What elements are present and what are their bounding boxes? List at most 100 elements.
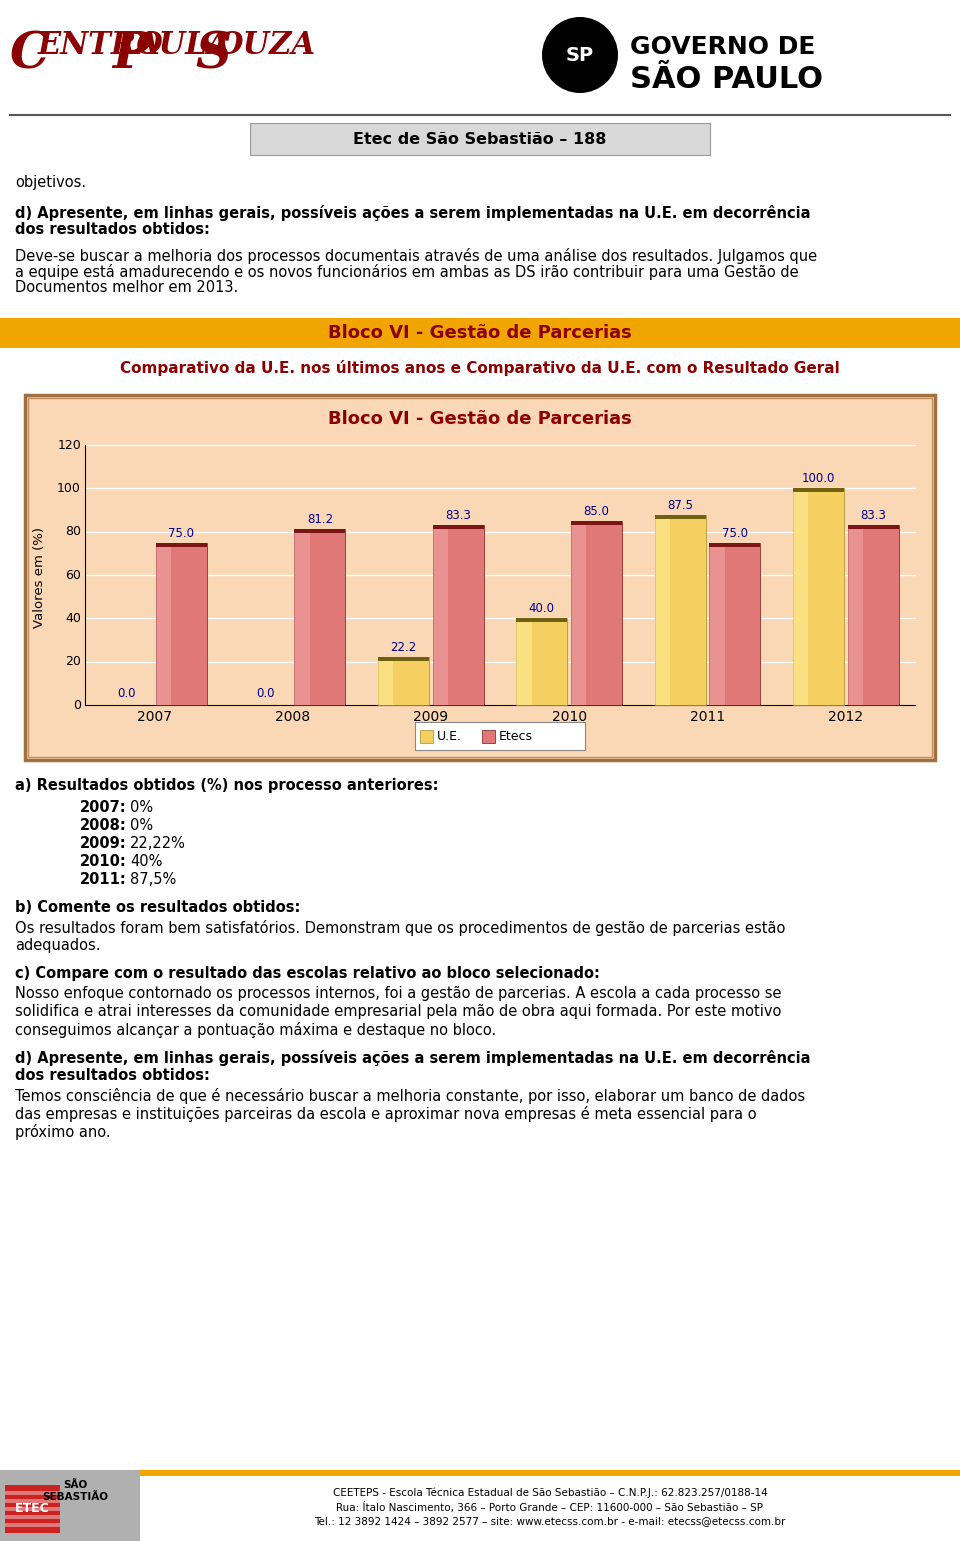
Text: OUZA: OUZA [217, 29, 316, 62]
Text: Etec de São Sebastião – 188: Etec de São Sebastião – 188 [353, 131, 607, 146]
Bar [0, 1476, 960, 1541]
Text: 2012: 2012 [828, 710, 863, 724]
Text: Comparativo da U.E. nos últimos anos e Comparativo da U.E. com o Resultado Geral: Comparativo da U.E. nos últimos anos e C… [120, 361, 840, 376]
Bar [433, 524, 484, 704]
Bar [433, 524, 484, 529]
Bar [250, 123, 710, 156]
Bar [709, 542, 725, 704]
Text: 2011: 2011 [690, 710, 725, 724]
Text: 2010:: 2010: [80, 854, 127, 869]
Text: 60: 60 [65, 569, 81, 581]
Circle shape [542, 17, 618, 92]
Text: das empresas e instituições parceiras da escola e aproximar nova empresas é meta: das empresas e instituições parceiras da… [15, 1106, 756, 1122]
Text: 20: 20 [65, 655, 81, 669]
Text: 2009: 2009 [413, 710, 448, 724]
Bar [156, 542, 207, 547]
Text: 81.2: 81.2 [307, 513, 333, 525]
Text: Temos consciência de que é necessário buscar a melhoria constante, por isso, ela: Temos consciência de que é necessário bu… [15, 1088, 805, 1103]
Text: 2009:: 2009: [80, 837, 127, 851]
Text: S: S [195, 29, 231, 79]
Text: 0.0: 0.0 [256, 687, 275, 700]
Text: CEETEPS - Escola Técnica Estadual de São Sebastião – C.N.P.J.: 62.823.257/0188-1: CEETEPS - Escola Técnica Estadual de São… [332, 1489, 767, 1498]
Text: 87.5: 87.5 [667, 499, 693, 513]
Text: Etecs: Etecs [499, 729, 533, 743]
Bar [848, 524, 899, 704]
Bar [655, 515, 670, 704]
Bar [5, 1486, 60, 1533]
Text: dos resultados obtidos:: dos resultados obtidos: [15, 222, 210, 237]
Text: SP: SP [566, 46, 594, 65]
Bar [516, 618, 567, 623]
Text: a) Resultados obtidos (%) nos processo anteriores:: a) Resultados obtidos (%) nos processo a… [15, 778, 439, 794]
Bar [378, 656, 429, 704]
Bar [420, 730, 433, 743]
Text: 40%: 40% [130, 854, 162, 869]
Bar [5, 1507, 60, 1512]
Bar [5, 1515, 60, 1519]
Bar [516, 618, 567, 704]
Bar [294, 529, 346, 704]
Text: 2007: 2007 [136, 710, 172, 724]
Text: 2010: 2010 [552, 710, 587, 724]
Text: U.E.: U.E. [437, 729, 462, 743]
Text: solidifica e atrai interesses da comunidade empresarial pela mão de obra aqui fo: solidifica e atrai interesses da comunid… [15, 1005, 781, 1019]
Text: P: P [112, 29, 150, 79]
Bar [848, 524, 899, 529]
Text: Bloco VI - Gestão de Parcerias: Bloco VI - Gestão de Parcerias [328, 324, 632, 342]
Text: Documentos melhor em 2013.: Documentos melhor em 2013. [15, 280, 238, 294]
Text: 100.0: 100.0 [802, 473, 835, 485]
Bar [294, 529, 346, 533]
Text: GOVERNO DE: GOVERNO DE [630, 35, 815, 59]
Text: 100: 100 [58, 482, 81, 495]
Text: conseguimos alcançar a pontuação máxima e destaque no bloco.: conseguimos alcançar a pontuação máxima … [15, 1022, 496, 1039]
Text: 40.0: 40.0 [529, 603, 555, 615]
Text: 85.0: 85.0 [584, 505, 610, 518]
Text: 75.0: 75.0 [169, 527, 195, 539]
Text: 40: 40 [65, 612, 81, 624]
Text: AULA: AULA [135, 29, 230, 62]
Text: 87,5%: 87,5% [130, 872, 177, 888]
Text: 120: 120 [58, 439, 81, 452]
Text: d) Apresente, em linhas gerais, possíveis ações a serem implementadas na U.E. em: d) Apresente, em linhas gerais, possívei… [15, 205, 810, 220]
Text: Nosso enfoque contornado os processos internos, foi a gestão de parcerias. A esc: Nosso enfoque contornado os processos in… [15, 986, 781, 1002]
Text: 75.0: 75.0 [722, 527, 748, 539]
Text: C: C [10, 29, 50, 79]
Text: Rua: Ítalo Nascimento, 366 – Porto Grande – CEP: 11600-000 – São Sebastião – SP: Rua: Ítalo Nascimento, 366 – Porto Grand… [337, 1502, 763, 1513]
Text: 2011:: 2011: [80, 872, 127, 888]
Bar [793, 488, 844, 704]
Bar [793, 488, 844, 492]
Bar [5, 1523, 60, 1527]
Text: adequados.: adequados. [15, 938, 101, 952]
Text: Tel.: 12 3892 1424 – 3892 2577 – site: www.etecss.com.br - e-mail: etecss@etecss: Tel.: 12 3892 1424 – 3892 2577 – site: w… [314, 1516, 785, 1526]
Text: 0%: 0% [130, 800, 154, 815]
Text: d) Apresente, em linhas gerais, possíveis ações a serem implementadas na U.E. em: d) Apresente, em linhas gerais, possívei… [15, 1049, 810, 1066]
Text: 22.2: 22.2 [391, 641, 417, 653]
Text: dos resultados obtidos:: dos resultados obtidos: [15, 1068, 210, 1083]
Bar [415, 723, 585, 750]
Text: a equipe está amadurecendo e os novos funcionários em ambas as DS irão contribui: a equipe está amadurecendo e os novos fu… [15, 264, 799, 280]
Bar [709, 542, 760, 704]
Text: Bloco VI - Gestão de Parcerias: Bloco VI - Gestão de Parcerias [328, 410, 632, 428]
Text: Deve-se buscar a melhoria dos processos documentais através de uma análise dos r: Deve-se buscar a melhoria dos processos … [15, 248, 817, 264]
Text: 2008: 2008 [275, 710, 310, 724]
Bar [156, 542, 171, 704]
Text: ETEC: ETEC [14, 1502, 49, 1515]
Bar [571, 521, 622, 525]
Text: c) Compare com o resultado das escolas relativo ao bloco selecionado:: c) Compare com o resultado das escolas r… [15, 966, 600, 982]
Bar [516, 618, 532, 704]
Text: 0%: 0% [130, 818, 154, 834]
Text: SÃO
SEBASTIÃO: SÃO SEBASTIÃO [42, 1479, 108, 1502]
Bar [0, 317, 960, 348]
Bar [709, 542, 760, 547]
Bar [655, 515, 706, 519]
Bar [848, 524, 863, 704]
Text: 2007:: 2007: [80, 800, 127, 815]
Bar [5, 1492, 60, 1495]
Bar [5, 1499, 60, 1502]
Text: 83.3: 83.3 [445, 509, 471, 521]
Text: ENTRO: ENTRO [38, 29, 164, 62]
Bar [28, 398, 932, 757]
Text: b) Comente os resultados obtidos:: b) Comente os resultados obtidos: [15, 900, 300, 915]
Text: Os resultados foram bem satisfatórios. Demonstram que os procedimentos de gestão: Os resultados foram bem satisfatórios. D… [15, 920, 785, 935]
Bar [655, 515, 706, 704]
